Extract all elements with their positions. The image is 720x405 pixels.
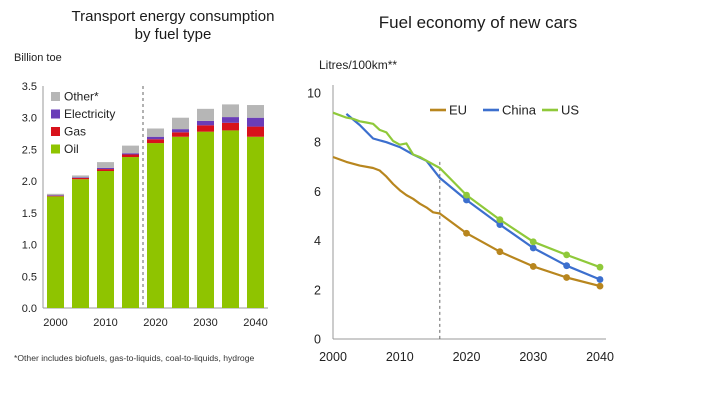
bar-segment-oil <box>147 143 164 308</box>
bar-segment-oil <box>122 157 139 308</box>
data-point-china <box>496 221 504 229</box>
bar-segment-gas <box>222 122 239 131</box>
bar-segment-oil <box>222 130 239 308</box>
bar-segment-oil <box>72 179 89 308</box>
legend-swatch <box>51 127 60 136</box>
right-x-tick-label: 2020 <box>453 350 481 364</box>
bar-segment-gas <box>247 126 264 137</box>
left-y-tick-label: 2.0 <box>22 176 37 188</box>
left-y-tick-label: 0.5 <box>22 271 37 283</box>
bar-segment-other <box>97 162 114 168</box>
bar-segment-electricity <box>172 129 189 133</box>
bar-segment-other <box>147 128 164 137</box>
bar-segment-gas <box>122 154 139 158</box>
bar-segment-oil <box>97 170 114 308</box>
bar-segment-gas <box>97 169 114 171</box>
data-point-eu <box>563 274 571 281</box>
left-y-tick-label: 3.0 <box>22 113 37 125</box>
bar-segment-other <box>197 108 214 121</box>
data-point-us <box>596 263 604 271</box>
bar-segment-electricity <box>72 177 89 178</box>
bar-segment-electricity <box>197 120 214 126</box>
bar-segment-oil <box>47 196 64 308</box>
right-x-tick-label: 2010 <box>386 350 414 364</box>
legend-swatch <box>51 144 60 154</box>
right-y-tick-label: 6 <box>314 185 321 199</box>
bar-segment-other <box>172 117 189 130</box>
left-chart-ylabel: Billion toe <box>14 52 62 64</box>
right-x-tick-label: 2030 <box>519 350 547 364</box>
data-point-eu <box>596 282 604 290</box>
bar-segment-gas <box>147 139 164 144</box>
right-chart-plot: 0 2 4 6 8 10 2000 2010 2020 2030 2040 EU China US <box>307 85 614 364</box>
data-point-us <box>496 216 504 224</box>
bar-segment-other <box>72 175 89 178</box>
right-y-tick-label: 10 <box>307 87 321 101</box>
bar-segment-gas <box>172 132 189 137</box>
left-y-tick-label: 3.5 <box>22 81 37 93</box>
bar-segment-oil <box>247 136 264 308</box>
bar-segment-gas <box>72 177 89 180</box>
bar-segment-other <box>122 145 139 154</box>
data-point-eu <box>496 248 504 256</box>
data-point-china <box>463 196 470 204</box>
series-line-china <box>345 113 601 281</box>
bar-segment-electricity <box>222 117 239 123</box>
data-point-eu <box>463 229 470 237</box>
bar-segment-gas <box>197 125 214 132</box>
bar-segment-other <box>47 193 64 196</box>
data-point-china <box>529 244 537 252</box>
data-point-china <box>596 276 604 283</box>
right-y-tick-label: 4 <box>314 234 321 248</box>
right-chart-title: Fuel economy of new cars <box>379 13 577 32</box>
legend-label: Other* <box>64 90 99 104</box>
legend-label: Electricity <box>64 107 115 121</box>
bar-segment-other <box>247 105 264 118</box>
legend-label: Oil <box>64 142 79 156</box>
bar-segment-electricity <box>247 117 264 127</box>
left-x-tick-label: 2040 <box>243 317 267 329</box>
right-x-tick-label: 2000 <box>319 350 347 364</box>
data-point-us <box>463 191 470 199</box>
legend-swatch <box>51 92 60 101</box>
legend-label-eu: EU <box>449 103 467 118</box>
left-y-tick-label: 0.0 <box>22 303 37 315</box>
legend-label-us: US <box>561 103 579 118</box>
legend-swatch <box>51 109 60 119</box>
left-x-tick-label: 2030 <box>193 317 217 329</box>
left-x-tick-label: 2010 <box>93 317 117 329</box>
right-x-tick-label: 2040 <box>586 350 614 364</box>
bar-segment-electricity <box>122 153 139 155</box>
left-chart-footnote: *Other includes biofuels, gas-to-liquids… <box>14 353 254 363</box>
bar-segment-other <box>222 104 239 118</box>
left-chart-title-line-2: by fuel type <box>135 26 212 43</box>
data-point-us <box>529 238 537 246</box>
left-chart-plot: 0.0 0.5 1.0 1.5 2.0 2.5 3.0 3.5 2000 2010 2020 2030… <box>22 81 268 329</box>
right-y-tick-label: 0 <box>314 333 321 347</box>
series-line-eu <box>332 155 601 288</box>
bar-segment-electricity <box>147 136 164 140</box>
legend-label: Gas <box>64 125 86 139</box>
data-point-eu <box>529 263 537 270</box>
left-x-tick-label: 2000 <box>43 317 67 329</box>
bar-segment-oil <box>172 136 189 308</box>
left-y-tick-label: 1.0 <box>22 240 37 252</box>
left-y-tick-label: 1.5 <box>22 208 37 220</box>
left-x-tick-label: 2020 <box>143 317 167 329</box>
right-y-tick-label: 2 <box>314 283 321 297</box>
data-point-china <box>563 262 571 270</box>
legend-label-china: China <box>502 103 537 118</box>
bar-segment-electricity <box>47 195 64 196</box>
right-chart-ylabel: Litres/100km** <box>319 58 397 72</box>
right-y-tick-label: 8 <box>314 136 321 150</box>
bar-segment-oil <box>197 131 214 308</box>
left-y-tick-label: 2.5 <box>22 144 37 156</box>
bar-segment-electricity <box>97 167 114 170</box>
data-point-us <box>563 251 571 259</box>
left-chart-title-line-1: Transport energy consumption <box>72 8 275 25</box>
series-line-us <box>332 111 601 269</box>
bar-segment-gas <box>47 195 64 197</box>
